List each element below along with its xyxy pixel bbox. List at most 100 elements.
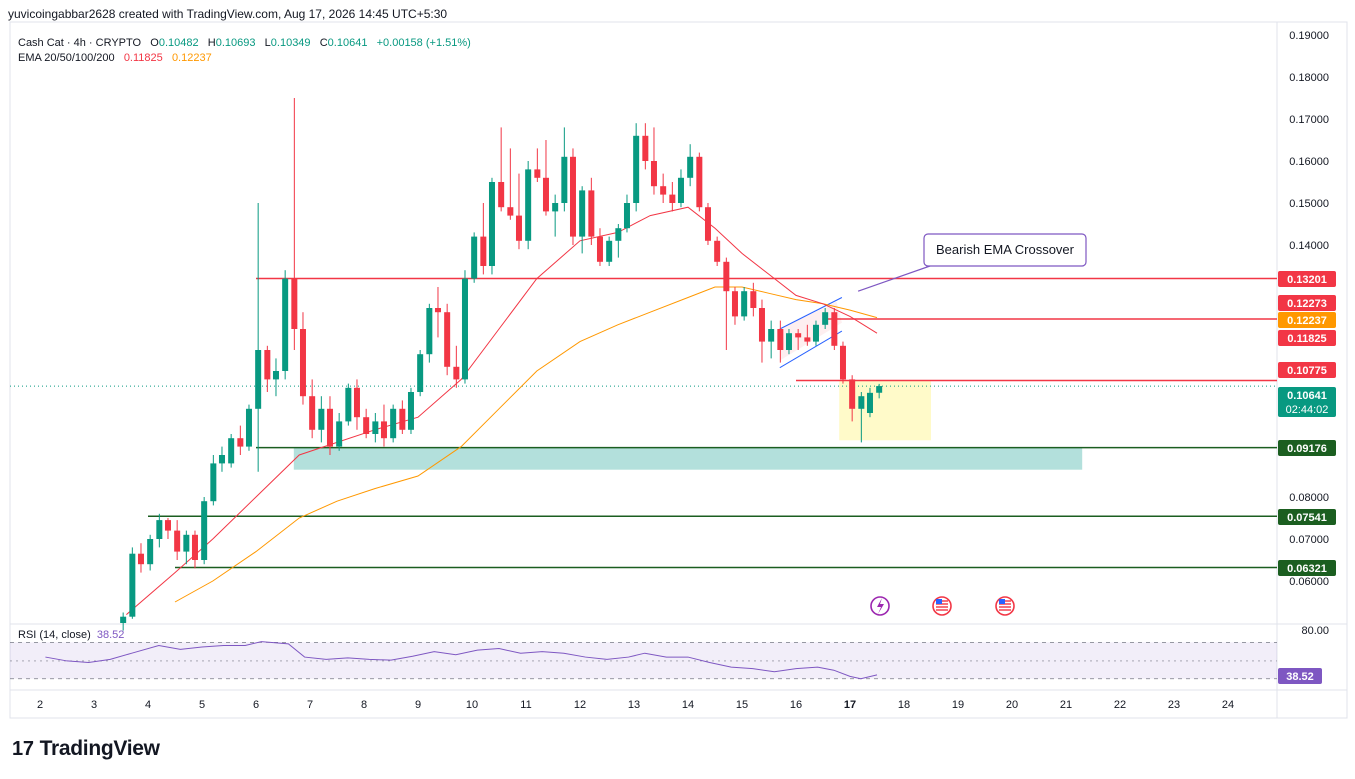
rsi-band (10, 642, 1277, 679)
candle (723, 257, 730, 350)
candle-body (353, 387, 360, 418)
rsi-label[interactable]: RSI (14, close) (18, 629, 91, 641)
candle-body (866, 392, 873, 413)
time-tick-label: 17 (844, 699, 856, 711)
candle-body (650, 161, 657, 187)
candle-body (795, 333, 802, 338)
candle (201, 497, 208, 565)
candle-body (633, 135, 640, 203)
symbol-name[interactable]: Cash Cat · 4h · CRYPTO (18, 37, 142, 49)
us-flag-event-icon (932, 596, 952, 616)
time-tick-label: 3 (91, 699, 97, 711)
time-tick-label: 7 (307, 699, 313, 711)
candle-body (461, 278, 468, 380)
candle-body (507, 207, 514, 216)
candle (741, 287, 748, 321)
time-tick-label: 12 (574, 699, 586, 711)
time-tick-label: 8 (361, 699, 367, 711)
candle-body (606, 240, 613, 262)
candle (623, 194, 630, 233)
ema-label[interactable]: EMA 20/50/100/200 (18, 52, 115, 64)
candle (876, 383, 883, 399)
candle (120, 612, 127, 631)
time-tick-label: 4 (145, 699, 151, 711)
channel-upper (779, 297, 843, 330)
open-value: 0.10482 (158, 37, 199, 49)
ema-fast-value: 0.11825 (123, 52, 163, 64)
time-tick-label: 22 (1114, 699, 1126, 711)
candle-body (191, 534, 198, 560)
candle-body (804, 337, 811, 342)
candle-body (363, 417, 370, 434)
candle (228, 434, 235, 468)
close-label: C (319, 37, 328, 49)
candle-body (542, 177, 549, 212)
rsi-tag-bg (1278, 668, 1322, 684)
candle-body (318, 408, 325, 430)
time-tick-label: 14 (682, 699, 694, 711)
ema-slow-line (174, 286, 878, 603)
candle (345, 383, 352, 426)
candle (633, 123, 640, 212)
candle-body (417, 354, 424, 392)
candle (525, 161, 532, 250)
candle (245, 404, 252, 451)
candle-body (642, 135, 649, 161)
price-tick-label: 0.16000 (1289, 156, 1329, 168)
candle (596, 228, 603, 266)
candle (417, 350, 424, 397)
candle-body (758, 308, 765, 342)
candle-body (714, 240, 721, 262)
candle (191, 530, 198, 569)
candle-body (534, 169, 541, 178)
candle-body (309, 396, 316, 430)
time-tick-label: 18 (898, 699, 910, 711)
candle-body (228, 438, 235, 464)
candle-body (525, 169, 532, 241)
candle (606, 236, 613, 266)
candle (390, 404, 397, 443)
candle (498, 127, 505, 212)
price-tag-label: 0.13201 (1287, 274, 1327, 286)
price-tag-bg (1278, 509, 1336, 525)
price-tag: 0.13201 (1278, 271, 1336, 287)
candle-body (741, 291, 748, 317)
candle (839, 341, 846, 384)
ema-fast-line (126, 206, 878, 615)
candle (326, 396, 333, 455)
candle (156, 513, 163, 548)
candle-body (453, 366, 460, 380)
candle (336, 413, 343, 451)
candle-body (768, 329, 775, 342)
candle-body (147, 539, 154, 565)
candle-body (426, 308, 433, 355)
candle-body (164, 520, 171, 531)
candle-body (498, 182, 505, 208)
price-tag-bg (1278, 295, 1336, 311)
candle-body (687, 156, 694, 178)
time-tick-label: 9 (415, 699, 421, 711)
candle (129, 547, 136, 619)
rsi-legend: RSI (14, close) 38.52 (18, 629, 124, 641)
candle-body (245, 408, 252, 447)
lightning-shape (877, 598, 884, 614)
candle (480, 203, 487, 275)
candle (282, 270, 289, 380)
candle (309, 379, 316, 439)
candle-body (696, 156, 703, 208)
price-tag: 0.12273 (1278, 295, 1336, 311)
ema-slow-value: 0.12237 (171, 52, 212, 64)
price-tag: 0.10775 (1278, 362, 1336, 378)
candle-body (137, 553, 144, 565)
candle-body (839, 345, 846, 380)
candle (785, 329, 792, 355)
candle-body (156, 520, 163, 539)
price-tag-label: 0.12273 (1287, 298, 1327, 310)
candle-body (822, 312, 829, 325)
price-tag-bg (1278, 362, 1336, 378)
price-tick-label: 0.07000 (1289, 534, 1329, 546)
candle (264, 345, 271, 392)
candle (210, 455, 217, 506)
candle (866, 387, 873, 418)
